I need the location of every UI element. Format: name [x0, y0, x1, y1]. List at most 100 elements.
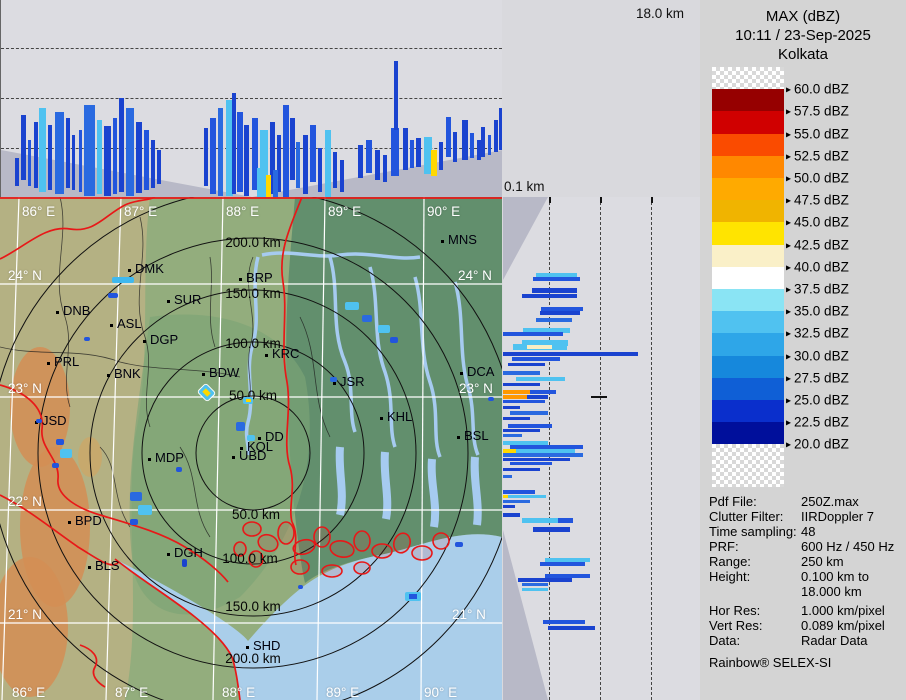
echo-column [439, 142, 443, 170]
legend-swatch [712, 134, 784, 156]
top-height-profile-panel [0, 0, 502, 197]
echo-column [403, 128, 408, 170]
range-ring-label: 200.0 km [225, 651, 281, 666]
echo-row [503, 500, 530, 503]
echo-column [283, 105, 289, 197]
metadata-label: Vert Res: [709, 618, 801, 633]
legend-tick-label: ▸57.5 dBZ [786, 104, 849, 119]
echo-row [503, 390, 530, 394]
metadata-value: 250Z.max [801, 494, 859, 509]
city-marker-dot [148, 458, 151, 461]
city-marker-dot [460, 372, 463, 375]
radar-echo [390, 337, 398, 343]
city-label: SUR [174, 292, 201, 307]
echo-column [416, 138, 421, 167]
city-label: DCA [467, 364, 494, 379]
echo-column [494, 120, 498, 152]
echo-column [358, 145, 363, 178]
city-marker-dot [143, 340, 146, 343]
radar-display-window: 18.0 km 0.1 km [0, 0, 906, 700]
tick-arrow-icon: ▸ [786, 351, 791, 362]
radar-echo [378, 325, 390, 333]
radar-echo [182, 559, 187, 567]
radar-echo [488, 397, 494, 401]
city-label: BSL [464, 428, 489, 443]
range-ring-label: 100.0 km [222, 551, 278, 566]
latitude-label: 22° N [8, 494, 42, 509]
city-label: DGH [174, 545, 203, 560]
city-marker-dot [110, 324, 113, 327]
metadata-value: 48 [801, 524, 815, 539]
echo-row [527, 395, 548, 399]
echo-row [503, 505, 515, 508]
echo-row [522, 518, 558, 523]
echo-column [446, 117, 451, 157]
height-axis-tick [600, 197, 602, 203]
echo-column [151, 140, 155, 188]
legend-swatch [712, 267, 784, 289]
legend-tick-label: ▸25.0 dBZ [786, 393, 849, 408]
echo-column [28, 140, 31, 186]
echo-row [527, 345, 552, 349]
software-brand: Rainbow® SELEX-SI [709, 655, 901, 670]
echo-row [503, 332, 563, 336]
echo-row [503, 383, 540, 386]
metadata-label: Range: [709, 554, 801, 569]
city-marker-dot [457, 436, 460, 439]
metadata-value: Radar Data [801, 633, 867, 648]
city-label: BDW [209, 365, 239, 380]
range-ring-label: 50.0 km [229, 388, 277, 403]
city-label: BRP [246, 270, 273, 285]
tick-arrow-icon: ▸ [786, 129, 791, 140]
metadata-value: 600 Hz / 450 Hz [801, 539, 894, 554]
metadata-row: Range:250 km [709, 554, 901, 569]
metadata-row: Time sampling:48 [709, 524, 901, 539]
metadata-value: 250 km [801, 554, 844, 569]
echo-column [210, 118, 216, 194]
echo-row [558, 518, 573, 523]
range-ring-label: 150.0 km [225, 599, 281, 614]
echo-row [503, 417, 530, 420]
echo-column [237, 112, 243, 192]
echo-row [503, 453, 583, 457]
echo-row [532, 288, 577, 293]
radar-echo [176, 467, 182, 472]
radar-echo [243, 397, 253, 404]
radar-echo-core [246, 399, 251, 403]
echo-column [136, 122, 142, 193]
side-height-profile-panel [503, 197, 700, 700]
city-label: BPD [75, 513, 102, 528]
radar-echo [345, 302, 359, 310]
echo-row [503, 458, 570, 461]
echo-column [303, 135, 308, 194]
legend-tick-label: ▸47.5 dBZ [786, 193, 849, 208]
city-marker-dot [333, 382, 336, 385]
echo-row [508, 495, 546, 498]
legend-tick-label: ▸50.0 dBZ [786, 171, 849, 186]
echo-row [533, 277, 580, 281]
echo-column [383, 155, 387, 182]
radar-echo [362, 315, 372, 322]
metadata-row: Hor Res:1.000 km/pixel [709, 603, 901, 618]
echo-column [273, 170, 278, 197]
radar-echo [60, 449, 72, 458]
metadata-label: PRF: [709, 539, 801, 554]
echo-row [522, 583, 548, 586]
metadata-row: Pdf File:250Z.max [709, 494, 901, 509]
metadata-value: 0.100 km to 18.000 km [801, 569, 869, 599]
echo-column [481, 127, 485, 157]
city-label: BLS [95, 558, 120, 573]
longitude-label: 89° E [326, 685, 359, 700]
legend-tick-label: ▸37.5 dBZ [786, 282, 849, 297]
radar-echo [130, 492, 142, 501]
tick-arrow-icon: ▸ [786, 329, 791, 340]
longitude-label: 86° E [22, 204, 55, 219]
longitude-label: 87° E [124, 204, 157, 219]
legend-swatch [712, 178, 784, 200]
latitude-label: 24° N [8, 268, 42, 283]
height-axis-min-label: 0.1 km [504, 179, 545, 194]
legend-tick-label: ▸60.0 dBZ [786, 82, 849, 97]
city-label: DNB [63, 303, 90, 318]
echo-column [97, 120, 102, 194]
echo-column [39, 108, 46, 192]
